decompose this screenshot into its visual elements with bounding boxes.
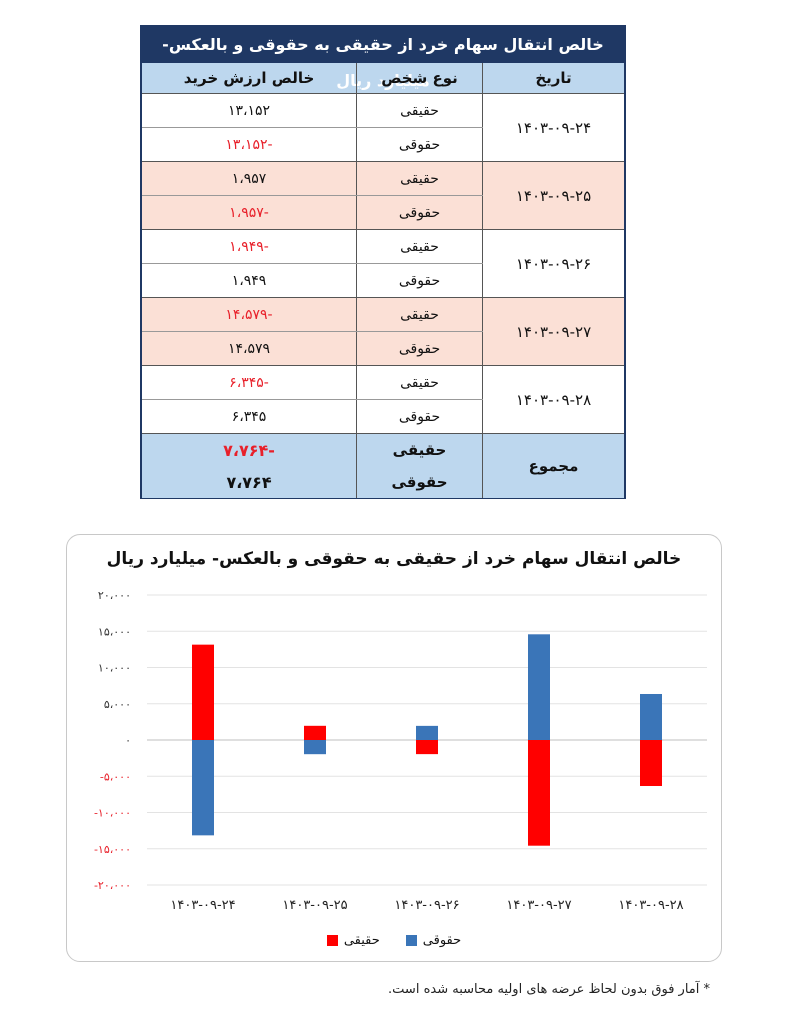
type-cell: حقوقی bbox=[357, 196, 483, 229]
x-tick-label: ۱۴۰۳-۰۹-۲۸ bbox=[618, 898, 683, 913]
bar bbox=[192, 740, 214, 836]
bar bbox=[192, 644, 214, 740]
table-header-row: خالص ارزش خرید نوع شخص تاریخ bbox=[142, 63, 624, 94]
value-cell: ۱۴،۵۷۹ bbox=[142, 332, 357, 365]
chart-title: خالص انتقال سهام خرد از حقیقی به حقوقی و… bbox=[106, 549, 682, 569]
y-tick-label: -۱۰،۰۰۰ bbox=[94, 807, 131, 820]
y-tick-label: -۲۰،۰۰۰ bbox=[94, 879, 131, 892]
type-cell: حقیقی bbox=[357, 162, 483, 195]
x-tick-label: ۱۴۰۳-۰۹-۲۴ bbox=[170, 898, 235, 913]
table-group: ۱،۹۵۷ حقیقی -۱،۹۵۷ حقوقی ۱۴۰۳-۰۹-۲۵ bbox=[142, 162, 624, 230]
table-title: خالص انتقال سهام خرد از حقیقی به حقوقی و… bbox=[142, 27, 624, 90]
legend-label: حقیقی bbox=[343, 933, 380, 948]
table-total-row: -۷،۷۶۴ حقیقی ۷،۷۶۴ حقوقی مجموع bbox=[142, 434, 624, 498]
y-tick-label: -۱۵،۰۰۰ bbox=[94, 843, 131, 856]
bar bbox=[304, 725, 326, 740]
type-cell: حقیقی bbox=[357, 94, 483, 127]
type-cell: حقوقی bbox=[357, 332, 483, 365]
header-net-value: خالص ارزش خرید bbox=[142, 63, 357, 93]
value-cell: -۶،۳۴۵ bbox=[142, 366, 357, 399]
y-tick-label: ۱۰،۰۰۰ bbox=[98, 662, 131, 675]
total-value-cell: ۷،۷۶۴ bbox=[142, 466, 357, 498]
y-tick-label: ۱۵،۰۰۰ bbox=[98, 625, 131, 638]
type-cell: حقوقی bbox=[357, 264, 483, 297]
bar bbox=[416, 740, 438, 755]
date-cell: ۱۴۰۳-۰۹-۲۷ bbox=[515, 322, 592, 341]
legend-swatch bbox=[405, 935, 417, 946]
bar bbox=[416, 725, 438, 740]
date-cell: ۱۴۰۳-۰۹-۲۸ bbox=[515, 390, 592, 409]
y-tick-label: ۰ bbox=[125, 734, 131, 747]
bar-chart: ۲۰،۰۰۰ ۱۵،۰۰۰ ۱۰،۰۰۰ ۵،۰۰۰ ۰ -۵،۰۰۰ -۱۰،۰۰۰ -۱۵… bbox=[94, 589, 707, 913]
type-cell: حقیقی bbox=[357, 230, 483, 263]
type-cell: حقیقی bbox=[357, 434, 483, 466]
bar bbox=[528, 740, 550, 846]
type-cell: حقوقی bbox=[357, 466, 483, 498]
legend-item-hoghoghi: حقوقی bbox=[405, 933, 462, 948]
chart-panel: ۲۰،۰۰۰ ۱۵،۰۰۰ ۱۰،۰۰۰ ۵،۰۰۰ ۰ -۵،۰۰۰ -۱۰،۰۰۰ -۱۵… bbox=[66, 534, 722, 962]
legend-swatch bbox=[326, 935, 338, 946]
table-group: ۱۳،۱۵۲ حقیقی -۱۳،۱۵۲ حقوقی ۱۴۰۳-۰۹-۲۴ bbox=[142, 94, 624, 162]
legend-item-haghighi: حقیقی bbox=[326, 933, 380, 948]
chart-legend: حقوقی حقیقی bbox=[67, 933, 721, 948]
data-table: خالص انتقال سهام خرد از حقیقی به حقوقی و… bbox=[140, 25, 626, 499]
y-tick-label: -۵،۰۰۰ bbox=[100, 770, 131, 783]
type-cell: حقیقی bbox=[357, 366, 483, 399]
table-group: -۱،۹۴۹ حقیقی ۱،۹۴۹ حقوقی ۱۴۰۳-۰۹-۲۶ bbox=[142, 230, 624, 298]
type-cell: حقوقی bbox=[357, 128, 483, 161]
footnote: * آمار فوق بدون لحاظ عرضه های اولیه محاس… bbox=[388, 982, 710, 997]
x-tick-label: ۱۴۰۳-۰۹-۲۶ bbox=[394, 898, 459, 913]
header-date: تاریخ bbox=[535, 69, 572, 87]
bar bbox=[640, 740, 662, 787]
value-cell: ۱،۹۵۷ bbox=[142, 162, 357, 195]
value-cell: ۱،۹۴۹ bbox=[142, 264, 357, 297]
total-label: مجموع bbox=[528, 457, 579, 475]
bar bbox=[304, 740, 326, 755]
date-cell: ۱۴۰۳-۰۹-۲۶ bbox=[515, 254, 592, 273]
value-cell: ۱۳،۱۵۲ bbox=[142, 94, 357, 127]
y-tick-label: ۲۰،۰۰۰ bbox=[98, 589, 131, 602]
value-cell: ۶،۳۴۵ bbox=[142, 400, 357, 433]
type-cell: حقیقی bbox=[357, 298, 483, 331]
legend-label: حقوقی bbox=[422, 933, 462, 948]
date-cell: ۱۴۰۳-۰۹-۲۴ bbox=[515, 118, 592, 137]
y-tick-label: ۵،۰۰۰ bbox=[104, 698, 131, 711]
table-group: -۶،۳۴۵ حقیقی ۶،۳۴۵ حقوقی ۱۴۰۳-۰۹-۲۸ bbox=[142, 366, 624, 434]
value-cell: -۱۳،۱۵۲ bbox=[142, 128, 357, 161]
value-cell: -۱،۹۴۹ bbox=[142, 230, 357, 263]
bar bbox=[640, 693, 662, 740]
date-cell: ۱۴۰۳-۰۹-۲۵ bbox=[515, 186, 592, 205]
bar bbox=[528, 634, 550, 740]
total-value-cell: -۷،۷۶۴ bbox=[142, 434, 357, 466]
type-cell: حقوقی bbox=[357, 400, 483, 433]
x-tick-label: ۱۴۰۳-۰۹-۲۵ bbox=[282, 898, 347, 913]
table-group: -۱۴،۵۷۹ حقیقی ۱۴،۵۷۹ حقوقی ۱۴۰۳-۰۹-۲۷ bbox=[142, 298, 624, 366]
value-cell: -۱،۹۵۷ bbox=[142, 196, 357, 229]
x-tick-label: ۱۴۰۳-۰۹-۲۷ bbox=[506, 898, 571, 913]
value-cell: -۱۴،۵۷۹ bbox=[142, 298, 357, 331]
header-person-type: نوع شخص bbox=[357, 63, 483, 93]
